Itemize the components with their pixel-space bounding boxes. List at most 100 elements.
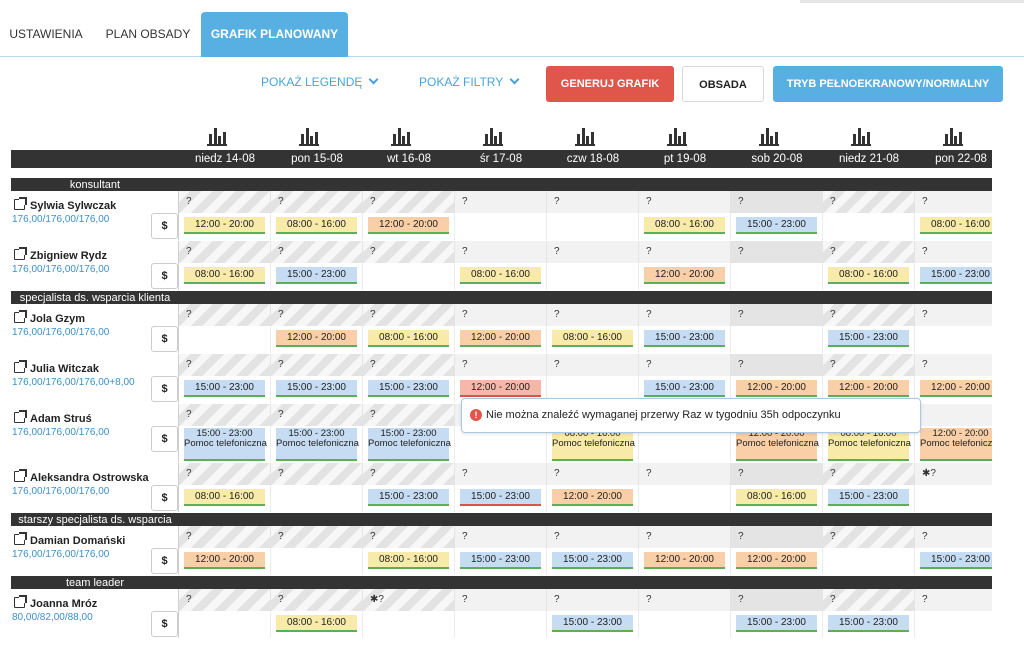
shift-block[interactable]: 12:00 - 20:00	[736, 552, 817, 569]
shift-block[interactable]: 15:00 - 23:00	[736, 217, 817, 234]
shift-cell[interactable]: 15:00 - 23:00	[363, 485, 455, 512]
shift-block[interactable]: 12:00 - 20:00	[920, 380, 992, 397]
employee-name-link[interactable]: Julia Witczak	[14, 360, 99, 375]
shift-block[interactable]: 12:00 - 20:00	[644, 267, 725, 284]
shift-cell[interactable]: 12:00 - 20:00	[639, 548, 731, 575]
shift-cell[interactable]: 12:00 - 20:00	[915, 376, 992, 403]
shift-cell[interactable]: 12:00 - 20:00	[455, 326, 547, 353]
cost-button[interactable]: $	[151, 485, 178, 511]
shift-cell[interactable]: 15:00 - 23:00	[639, 326, 731, 353]
stats-icon[interactable]	[299, 128, 319, 146]
shift-block[interactable]: 12:00 - 20:00	[276, 330, 357, 347]
availability-cell[interactable]: ?	[547, 241, 639, 263]
cost-button[interactable]: $	[151, 213, 178, 239]
shift-cell[interactable]	[915, 611, 992, 638]
shift-block[interactable]: 15:00 - 23:00	[828, 489, 909, 506]
show-filters-toggle[interactable]: POKAŻ FILTRY	[419, 74, 520, 91]
shift-cell[interactable]: 08:00 - 16:00	[179, 485, 271, 512]
shift-cell[interactable]	[547, 213, 639, 240]
availability-cell[interactable]: ?	[731, 463, 823, 485]
availability-cell[interactable]: ?	[547, 304, 639, 326]
availability-cell[interactable]: ?	[271, 191, 363, 213]
stats-icon[interactable]	[851, 128, 871, 146]
shift-cell[interactable]	[179, 611, 271, 638]
availability-cell[interactable]: ?	[179, 354, 271, 376]
employee-name-link[interactable]: Joanna Mróz	[14, 595, 97, 610]
availability-cell[interactable]: ?	[455, 526, 547, 548]
cost-button[interactable]: $	[151, 263, 178, 289]
employee-name-link[interactable]: Zbigniew Rydz	[14, 247, 107, 262]
availability-cell[interactable]: ?	[455, 241, 547, 263]
availability-cell[interactable]: ?	[823, 241, 915, 263]
shift-block[interactable]: 08:00 - 16:00	[644, 217, 725, 234]
shift-cell[interactable]: 12:00 - 20:00	[179, 213, 271, 240]
shift-cell[interactable]: 15:00 - 23:00 Pomoc telefoniczna	[179, 426, 271, 462]
shift-cell[interactable]	[915, 485, 992, 512]
cost-button[interactable]: $	[151, 426, 178, 452]
availability-cell[interactable]: ?	[179, 526, 271, 548]
availability-cell[interactable]: ?	[363, 404, 455, 426]
availability-cell[interactable]: ?	[455, 463, 547, 485]
availability-cell[interactable]: ?	[179, 191, 271, 213]
shift-cell[interactable]	[639, 485, 731, 512]
shift-block[interactable]: 15:00 - 23:00	[276, 380, 357, 397]
shift-cell[interactable]: 08:00 - 16:00	[823, 263, 915, 290]
shift-block[interactable]: 08:00 - 16:00	[276, 615, 357, 632]
staffing-button[interactable]: OBSADA	[682, 66, 764, 102]
shift-cell[interactable]: 12:00 - 20:00	[547, 485, 639, 512]
availability-cell[interactable]: ?	[823, 354, 915, 376]
shift-block[interactable]: 08:00 - 16:00	[184, 267, 265, 284]
shift-block[interactable]: 08:00 - 16:00	[276, 217, 357, 234]
shift-cell[interactable]	[363, 611, 455, 638]
availability-cell[interactable]: ?	[271, 463, 363, 485]
shift-cell[interactable]: 15:00 - 23:00	[823, 485, 915, 512]
shift-cell[interactable]: 15:00 - 23:00	[823, 326, 915, 353]
shift-cell[interactable]	[639, 611, 731, 638]
availability-cell[interactable]: ?	[731, 526, 823, 548]
employee-name-link[interactable]: Adam Struś	[14, 410, 92, 425]
cost-button[interactable]: $	[151, 611, 178, 637]
shift-cell[interactable]	[271, 485, 363, 512]
shift-cell[interactable]: 15:00 - 23:00	[915, 548, 992, 575]
cost-button[interactable]: $	[151, 548, 178, 574]
shift-cell[interactable]: 15:00 - 23:00	[179, 376, 271, 403]
availability-cell[interactable]: ?	[639, 589, 731, 611]
availability-cell[interactable]	[915, 404, 992, 426]
availability-cell[interactable]: ?	[455, 354, 547, 376]
shift-block[interactable]: 15:00 - 23:00	[644, 330, 725, 347]
fullscreen-toggle-button[interactable]: TRYB PEŁNOEKRANOWY/NORMALNY	[773, 66, 1003, 102]
availability-cell[interactable]: ?	[823, 304, 915, 326]
shift-block[interactable]: 15:00 - 23:00	[644, 380, 725, 397]
shift-cell[interactable]	[731, 263, 823, 290]
employee-name-link[interactable]: Damian Domański	[14, 532, 125, 547]
shift-cell[interactable]	[731, 326, 823, 353]
shift-cell[interactable]: 08:00 - 16:00	[915, 213, 992, 240]
shift-cell[interactable]: 15:00 - 23:00	[271, 376, 363, 403]
availability-cell[interactable]: ?	[731, 304, 823, 326]
shift-block[interactable]: 08:00 - 16:00	[736, 489, 817, 506]
shift-block[interactable]: 08:00 - 16:00	[828, 267, 909, 284]
stats-icon[interactable]	[575, 128, 595, 146]
shift-block[interactable]: 12:00 - 20:00	[552, 489, 633, 506]
shift-cell[interactable]: 12:00 - 20:00	[639, 263, 731, 290]
availability-cell[interactable]: ?	[455, 589, 547, 611]
availability-cell[interactable]: ?	[363, 463, 455, 485]
availability-cell[interactable]: ?	[639, 241, 731, 263]
availability-cell[interactable]: ?	[271, 304, 363, 326]
stats-icon[interactable]	[667, 128, 687, 146]
shift-cell[interactable]: 15:00 - 23:00	[823, 611, 915, 638]
shift-block[interactable]: 08:00 - 16:00	[552, 330, 633, 347]
shift-block[interactable]: 12:00 - 20:00	[184, 552, 265, 569]
availability-cell[interactable]: ?	[731, 241, 823, 263]
availability-cell[interactable]: ?	[547, 191, 639, 213]
availability-cell[interactable]: ?	[179, 241, 271, 263]
availability-cell[interactable]: ✱?	[363, 589, 455, 611]
shift-block[interactable]: 15:00 - 23:00	[552, 615, 633, 632]
shift-cell[interactable]: 08:00 - 16:00	[363, 326, 455, 353]
availability-cell[interactable]: ?	[639, 526, 731, 548]
shift-block[interactable]: 15:00 - 23:00	[368, 380, 449, 397]
shift-cell[interactable]: 08:00 - 16:00	[547, 326, 639, 353]
shift-cell[interactable]: 08:00 - 16:00	[179, 263, 271, 290]
availability-cell[interactable]: ?	[915, 526, 992, 548]
shift-block[interactable]: 12:00 - 20:00	[460, 330, 541, 347]
